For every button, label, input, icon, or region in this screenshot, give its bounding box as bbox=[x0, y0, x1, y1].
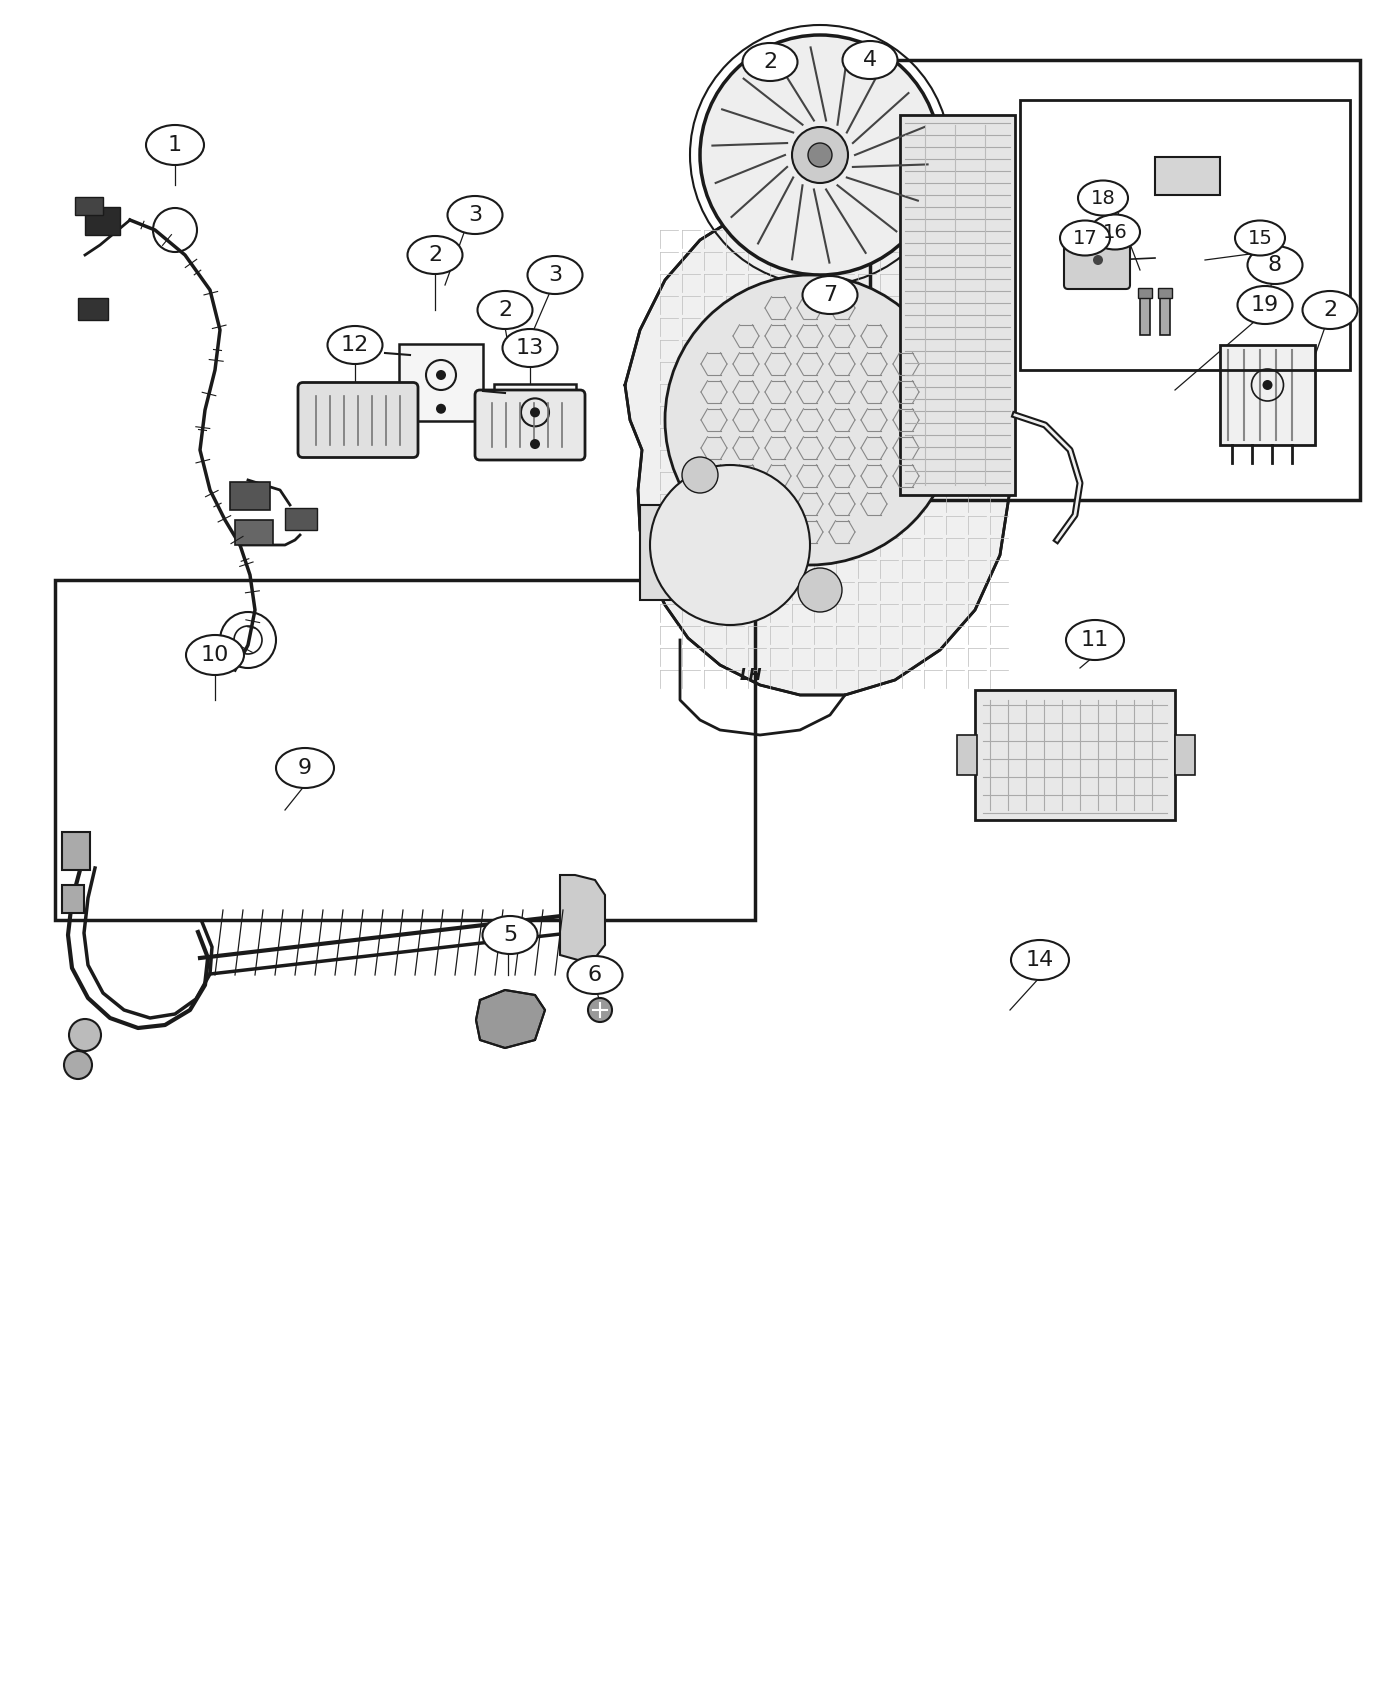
Bar bbox=[235, 520, 273, 546]
Ellipse shape bbox=[567, 955, 623, 994]
Bar bbox=[1021, 100, 1350, 371]
Text: 4: 4 bbox=[862, 49, 876, 70]
FancyBboxPatch shape bbox=[1064, 243, 1130, 289]
Polygon shape bbox=[560, 876, 605, 960]
Bar bbox=[1175, 734, 1196, 775]
Text: 5: 5 bbox=[503, 925, 517, 945]
Ellipse shape bbox=[1238, 286, 1292, 325]
Circle shape bbox=[665, 275, 955, 564]
Text: 9: 9 bbox=[298, 758, 312, 779]
Ellipse shape bbox=[186, 636, 244, 675]
Polygon shape bbox=[476, 989, 545, 1047]
Text: 15: 15 bbox=[1247, 228, 1273, 248]
Text: 16: 16 bbox=[1103, 223, 1127, 241]
Text: 2: 2 bbox=[498, 299, 512, 320]
Ellipse shape bbox=[503, 330, 557, 367]
FancyBboxPatch shape bbox=[494, 384, 575, 457]
Bar bbox=[974, 690, 1175, 819]
Circle shape bbox=[531, 439, 540, 449]
Ellipse shape bbox=[407, 236, 462, 274]
Circle shape bbox=[588, 998, 612, 1022]
Text: 2: 2 bbox=[428, 245, 442, 265]
Text: 2: 2 bbox=[1323, 299, 1337, 320]
Bar bbox=[76, 197, 104, 214]
Ellipse shape bbox=[843, 41, 897, 78]
Ellipse shape bbox=[802, 275, 857, 314]
Bar bbox=[55, 580, 755, 920]
Ellipse shape bbox=[146, 126, 204, 165]
Polygon shape bbox=[624, 206, 1009, 695]
Bar bbox=[78, 298, 108, 320]
Text: 13: 13 bbox=[515, 338, 545, 359]
Bar bbox=[1219, 345, 1315, 445]
Text: 19: 19 bbox=[1250, 296, 1280, 314]
Text: 1: 1 bbox=[168, 134, 182, 155]
Bar bbox=[1155, 156, 1219, 196]
Circle shape bbox=[435, 405, 447, 413]
Ellipse shape bbox=[1060, 221, 1110, 255]
Ellipse shape bbox=[477, 291, 532, 330]
Circle shape bbox=[700, 36, 939, 275]
Ellipse shape bbox=[742, 42, 798, 82]
Bar bbox=[1158, 287, 1172, 298]
Ellipse shape bbox=[1302, 291, 1358, 330]
Circle shape bbox=[809, 287, 820, 299]
FancyBboxPatch shape bbox=[399, 343, 483, 422]
Text: 2: 2 bbox=[763, 53, 777, 71]
Ellipse shape bbox=[1091, 214, 1140, 250]
Text: 17: 17 bbox=[1072, 228, 1098, 248]
Ellipse shape bbox=[328, 326, 382, 364]
Circle shape bbox=[1093, 255, 1103, 265]
Text: 18: 18 bbox=[1091, 189, 1116, 207]
Ellipse shape bbox=[1247, 246, 1302, 284]
Circle shape bbox=[792, 128, 848, 184]
Circle shape bbox=[798, 568, 841, 612]
Ellipse shape bbox=[528, 257, 582, 294]
Text: LH: LH bbox=[741, 668, 763, 683]
Text: 14: 14 bbox=[1026, 950, 1054, 971]
Bar bbox=[62, 886, 84, 913]
Text: 11: 11 bbox=[1081, 631, 1109, 649]
Circle shape bbox=[682, 457, 718, 493]
Bar bbox=[958, 734, 977, 775]
Bar bbox=[1161, 296, 1170, 335]
Bar bbox=[286, 508, 316, 530]
Ellipse shape bbox=[448, 196, 503, 235]
Bar bbox=[230, 483, 270, 510]
Ellipse shape bbox=[276, 748, 335, 789]
Circle shape bbox=[69, 1018, 101, 1051]
Circle shape bbox=[435, 371, 447, 381]
Bar bbox=[85, 207, 120, 235]
Circle shape bbox=[64, 1051, 92, 1080]
Ellipse shape bbox=[1011, 940, 1070, 979]
Circle shape bbox=[650, 466, 811, 626]
Text: 12: 12 bbox=[340, 335, 370, 355]
Bar bbox=[640, 505, 760, 600]
Ellipse shape bbox=[483, 916, 538, 954]
Bar bbox=[1140, 296, 1149, 335]
Bar bbox=[900, 116, 1015, 495]
Text: 3: 3 bbox=[547, 265, 561, 286]
Circle shape bbox=[808, 143, 832, 167]
Circle shape bbox=[1263, 381, 1273, 389]
FancyBboxPatch shape bbox=[475, 389, 585, 461]
Ellipse shape bbox=[1078, 180, 1128, 216]
Text: 7: 7 bbox=[823, 286, 837, 304]
Text: 8: 8 bbox=[1268, 255, 1282, 275]
Bar bbox=[1138, 287, 1152, 298]
FancyBboxPatch shape bbox=[298, 382, 419, 457]
Bar bbox=[869, 60, 1359, 500]
Text: 10: 10 bbox=[200, 644, 230, 665]
Ellipse shape bbox=[1065, 620, 1124, 660]
Circle shape bbox=[531, 408, 540, 418]
Text: 6: 6 bbox=[588, 966, 602, 984]
Bar bbox=[62, 831, 90, 870]
Ellipse shape bbox=[1235, 221, 1285, 255]
Text: 3: 3 bbox=[468, 206, 482, 224]
Circle shape bbox=[1084, 246, 1112, 274]
